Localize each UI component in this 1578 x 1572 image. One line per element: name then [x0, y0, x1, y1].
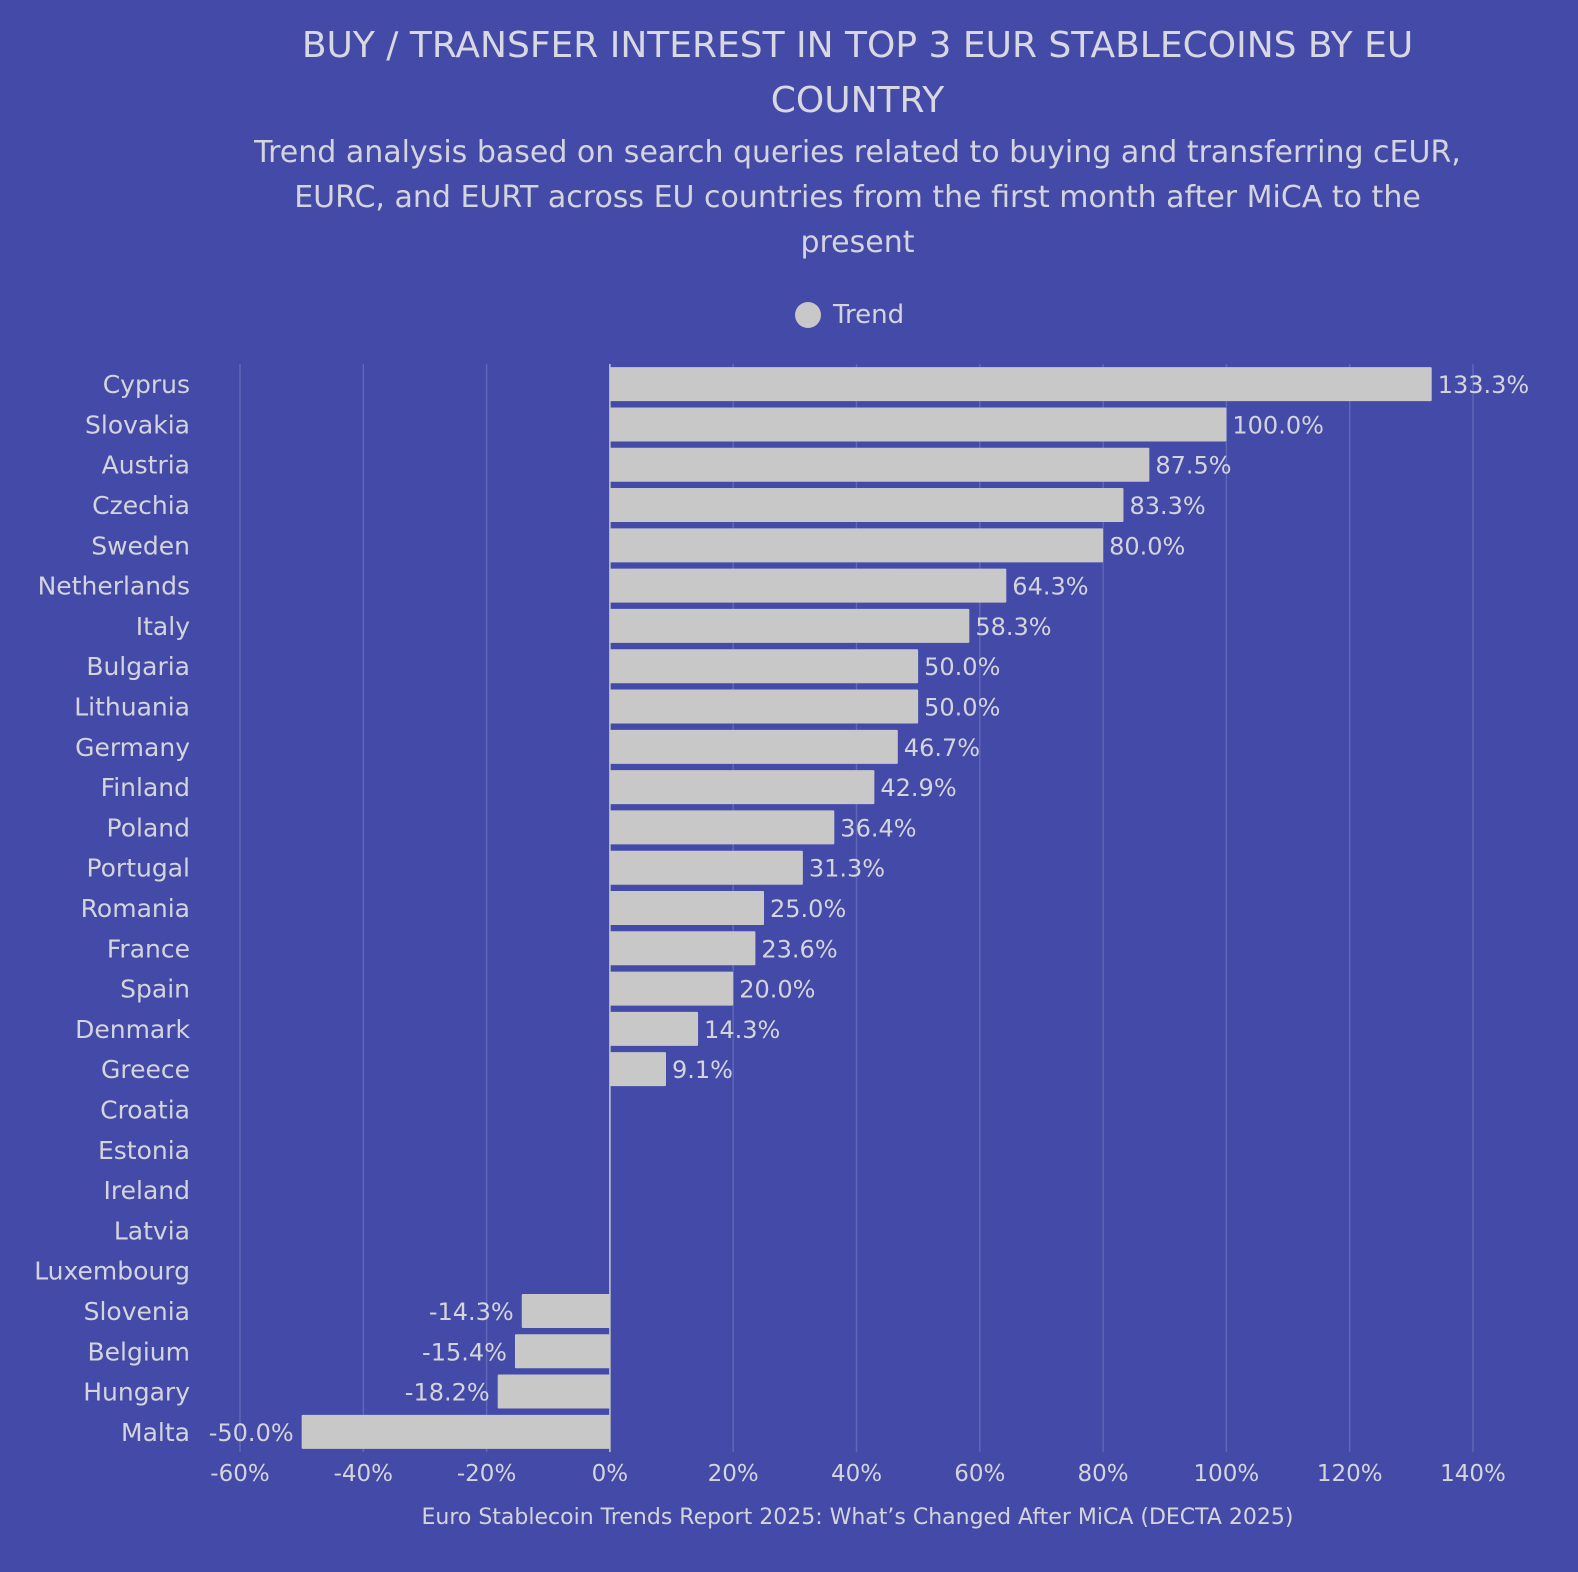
- x-tick-label: -20%: [457, 1461, 516, 1487]
- x-tick-label: 80%: [1078, 1461, 1129, 1487]
- data-label: 64.3%: [1012, 573, 1088, 601]
- data-label: 83.3%: [1129, 492, 1205, 520]
- bar: [609, 850, 803, 885]
- bar: [609, 770, 875, 805]
- y-tick-label: Portugal: [86, 854, 190, 883]
- bar: [609, 1052, 667, 1087]
- bar: [609, 891, 765, 925]
- data-label: 31.3%: [809, 855, 885, 883]
- data-label: -18.2%: [405, 1379, 490, 1407]
- x-tick-label: 100%: [1194, 1461, 1260, 1487]
- bar: [609, 608, 970, 643]
- y-tick-label: Italy: [136, 612, 190, 641]
- y-tick-label: Greece: [101, 1055, 190, 1084]
- bar: [301, 1414, 610, 1449]
- y-tick-label: Austria: [102, 451, 190, 480]
- y-tick-label: Spain: [120, 975, 190, 1004]
- y-tick-label: Sweden: [91, 531, 190, 560]
- data-label: 50.0%: [924, 694, 1000, 722]
- x-tick-label: -40%: [334, 1461, 393, 1487]
- y-tick-label: Lithuania: [74, 693, 190, 722]
- bar: [609, 810, 835, 845]
- bar: [609, 528, 1104, 563]
- y-tick-label: Luxembourg: [34, 1257, 190, 1286]
- x-tick-label: 40%: [831, 1461, 882, 1487]
- data-label: -14.3%: [429, 1298, 514, 1326]
- bar: [609, 407, 1227, 442]
- source-caption: Euro Stablecoin Trends Report 2025: What…: [421, 1505, 1294, 1530]
- x-tick-label: 120%: [1317, 1461, 1383, 1487]
- data-label: 133.3%: [1438, 371, 1530, 399]
- bar: [609, 729, 898, 764]
- data-label: 50.0%: [924, 653, 1000, 681]
- data-label: 46.7%: [904, 734, 980, 762]
- data-label: 14.3%: [704, 1016, 780, 1044]
- legend-dot-icon: [795, 302, 821, 328]
- y-tick-label: Bulgaria: [86, 652, 190, 681]
- bar: [609, 931, 756, 966]
- y-tick-label: Denmark: [75, 1015, 190, 1044]
- data-label: 25.0%: [770, 895, 846, 923]
- y-tick-label: Poland: [107, 813, 190, 842]
- bar: [609, 488, 1124, 523]
- data-label: -50.0%: [209, 1419, 294, 1447]
- x-tick-label: 0%: [592, 1461, 629, 1487]
- bar: [609, 447, 1150, 482]
- data-label: 80.0%: [1109, 532, 1185, 560]
- x-tick-label: 20%: [708, 1461, 759, 1487]
- legend[interactable]: Trend: [795, 300, 904, 330]
- bar: [609, 568, 1007, 603]
- y-tick-label: Belgium: [88, 1337, 191, 1366]
- y-tick-label: Ireland: [104, 1176, 190, 1205]
- y-tick-label: Czechia: [92, 491, 190, 520]
- x-tick-label: 60%: [954, 1461, 1005, 1487]
- data-label: 9.1%: [672, 1056, 733, 1084]
- y-tick-label: Finland: [101, 773, 190, 802]
- y-tick-label: Romania: [81, 894, 190, 923]
- bar: [609, 971, 734, 1006]
- chart-title: BUY / TRANSFER INTEREST IN TOP 3 EUR STA…: [301, 25, 1414, 121]
- y-tick-label: Cyprus: [103, 370, 190, 399]
- data-label: -15.4%: [422, 1338, 507, 1366]
- y-tick-label: Hungary: [83, 1378, 190, 1407]
- bar: [609, 689, 919, 724]
- data-label: 36.4%: [840, 814, 916, 842]
- x-tick-label: 140%: [1440, 1461, 1506, 1487]
- bar: [609, 367, 1432, 402]
- bar: [609, 649, 919, 684]
- bar: [521, 1293, 610, 1328]
- data-label: 58.3%: [975, 613, 1051, 641]
- data-label: 87.5%: [1155, 452, 1231, 480]
- y-tick-label: Croatia: [100, 1095, 190, 1124]
- bar: [609, 1011, 699, 1046]
- bar: [497, 1374, 610, 1409]
- data-label: 23.6%: [761, 935, 837, 963]
- data-label: 100.0%: [1232, 411, 1324, 439]
- x-tick-label: -60%: [210, 1461, 269, 1487]
- data-label: 42.9%: [880, 774, 956, 802]
- y-tick-label: Latvia: [114, 1216, 190, 1245]
- legend-label: Trend: [833, 300, 905, 330]
- y-tick-label: Slovenia: [84, 1297, 190, 1326]
- data-label: 20.0%: [739, 976, 815, 1004]
- bar: [514, 1334, 610, 1369]
- y-tick-label: Slovakia: [85, 410, 190, 439]
- y-tick-label: France: [107, 934, 190, 963]
- y-tick-label: Estonia: [98, 1136, 190, 1165]
- y-tick-label: Germany: [75, 733, 190, 762]
- y-tick-label: Malta: [121, 1418, 190, 1447]
- y-tick-label: Netherlands: [38, 572, 190, 601]
- chart-subtitle: Trend analysis based on search queries r…: [254, 135, 1461, 260]
